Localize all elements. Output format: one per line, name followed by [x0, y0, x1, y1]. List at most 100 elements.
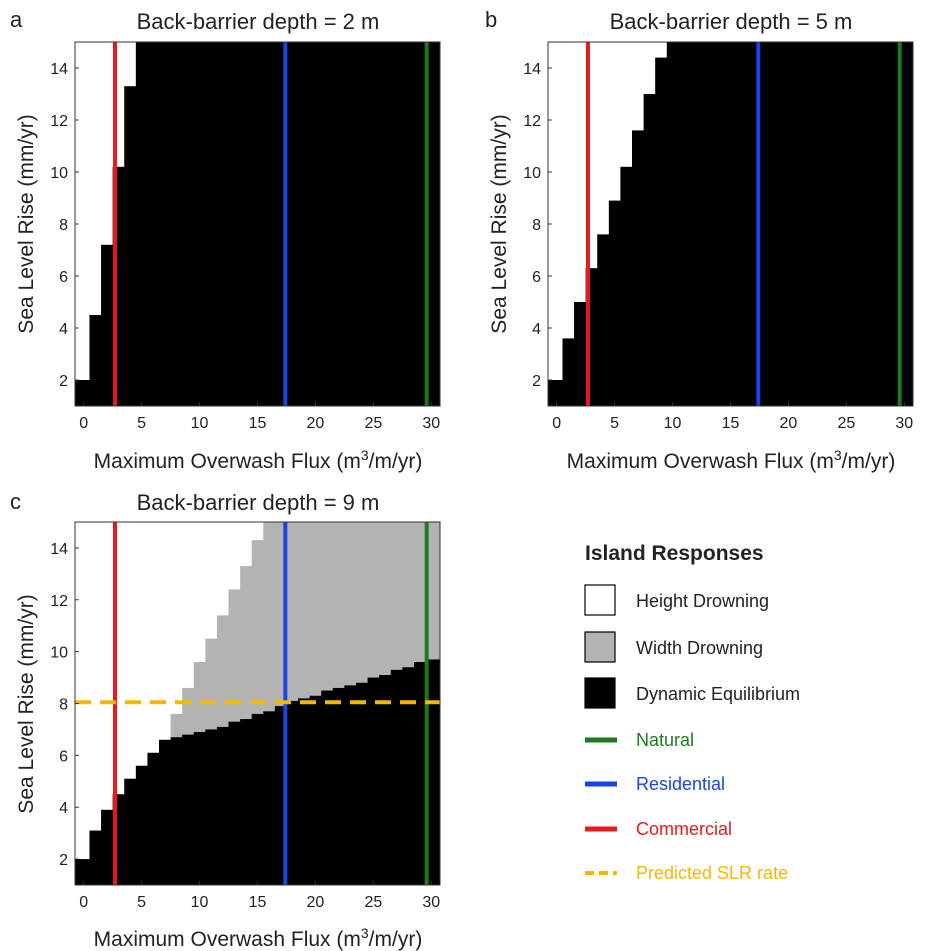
legend-item-commercial: Commercial	[585, 819, 732, 839]
y-axis-label-b: Sea Level Rise (mm/yr)	[488, 114, 511, 333]
legend-label: Height Drowning	[636, 591, 769, 611]
region-width-drowning	[425, 522, 441, 660]
legend-label: Commercial	[636, 819, 732, 839]
region-dynamic-equilibrium	[75, 380, 90, 406]
x-tick-label: 30	[422, 415, 440, 432]
legend-label: Predicted SLR rate	[636, 863, 788, 883]
region-dynamic-equilibrium	[135, 42, 148, 406]
legend: Island Responses Height Drowning Width Dr…	[584, 542, 800, 883]
region-dynamic-equilibrium	[309, 695, 322, 885]
panel-title-c: Back-barrier depth = 9 m	[137, 490, 380, 515]
region-width-drowning	[251, 540, 264, 714]
region-dynamic-equilibrium	[251, 713, 264, 885]
x-tick-label: 30	[895, 415, 913, 432]
y-axis-label-c: Sea Level Rise (mm/yr)	[15, 594, 38, 813]
legend-item-dynamic-equilibrium: Dynamic Equilibrium	[584, 677, 800, 709]
region-width-drowning	[170, 713, 183, 738]
region-dynamic-equilibrium	[240, 719, 253, 885]
panel-title-b: Back-barrier depth = 5 m	[610, 9, 853, 34]
region-dynamic-equilibrium	[124, 86, 137, 406]
y-tick-label: 12	[50, 113, 68, 130]
y-tick-label: 4	[59, 800, 68, 817]
region-width-drowning	[402, 522, 415, 668]
legend-item-predicted-slr-rate: Predicted SLR rate	[585, 863, 788, 883]
y-tick-label: 10	[523, 165, 541, 182]
region-dynamic-equilibrium	[170, 737, 183, 885]
legend-label: Dynamic Equilibrium	[636, 684, 800, 704]
legend-label: Width Drowning	[636, 638, 763, 658]
y-tick-label: 14	[50, 61, 68, 78]
x-tick-label: 15	[249, 415, 267, 432]
legend-item-natural: Natural	[585, 730, 694, 750]
region-dynamic-equilibrium	[390, 669, 403, 885]
region-width-drowning	[390, 522, 403, 670]
x-axis-label-a: Maximum Overwash Flux (m3/m/yr)	[94, 447, 423, 473]
x-tick-label: 0	[79, 415, 88, 432]
y-tick-label: 8	[59, 217, 68, 234]
region-dynamic-equilibrium	[89, 830, 102, 885]
legend-label: Natural	[636, 730, 694, 750]
region-dynamic-equilibrium	[193, 732, 206, 885]
y-tick-label: 4	[59, 321, 68, 338]
region-width-drowning	[332, 522, 345, 688]
region-dynamic-equilibrium	[548, 380, 563, 406]
panel-c: c Back-barrier depth = 9 m 0 5 10 15 20 25 30 2…	[10, 489, 441, 951]
region-dynamic-equilibrium	[344, 685, 357, 885]
panel-b: b Back-barrier depth = 5 m 0 5 10 15 20 25 30 2…	[485, 7, 914, 473]
x-tick-label: 20	[780, 415, 798, 432]
x-tick-label: 25	[364, 894, 382, 911]
x-axis-label-c: Maximum Overwash Flux (m3/m/yr)	[94, 925, 423, 951]
region-width-drowning	[263, 522, 276, 712]
region-dynamic-equilibrium	[159, 739, 172, 885]
legend-swatch	[584, 584, 616, 616]
legend-title: Island Responses	[585, 542, 764, 565]
y-tick-label: 6	[59, 748, 68, 765]
legend-items: Height Drowning Width Drowning Dynamic Equ…	[584, 584, 800, 883]
legend-swatch	[584, 677, 616, 709]
panel-letter-a: a	[10, 7, 23, 32]
region-width-drowning	[205, 638, 218, 730]
region-dynamic-equilibrium	[147, 42, 440, 406]
region-width-drowning	[309, 522, 322, 696]
region-dynamic-equilibrium	[298, 698, 311, 885]
region-dynamic-equilibrium	[147, 752, 160, 885]
region-width-drowning	[240, 566, 253, 720]
region-width-drowning	[344, 522, 357, 686]
x-tick-label: 5	[610, 415, 619, 432]
y-tick-label: 12	[50, 593, 68, 610]
region-dynamic-equilibrium	[425, 659, 441, 885]
y-tick-label: 10	[50, 165, 68, 182]
panel-letter-b: b	[485, 7, 497, 32]
y-tick-label: 4	[532, 321, 541, 338]
y-tick-label: 2	[59, 852, 68, 869]
region-dynamic-equilibrium	[286, 700, 299, 885]
x-tick-label: 5	[137, 415, 146, 432]
y-tick-label: 12	[523, 113, 541, 130]
x-axis-label-b: Maximum Overwash Flux (m3/m/yr)	[567, 447, 896, 473]
region-dynamic-equilibrium	[321, 690, 334, 885]
x-tick-label: 5	[137, 894, 146, 911]
region-dynamic-equilibrium	[263, 711, 276, 885]
region-width-drowning	[379, 522, 392, 675]
x-tick-label: 25	[837, 415, 855, 432]
x-tick-label: 15	[249, 894, 267, 911]
panel-letter-c: c	[10, 489, 21, 514]
region-dynamic-equilibrium	[332, 687, 345, 885]
y-tick-label: 10	[50, 645, 68, 662]
x-tick-label: 20	[307, 894, 325, 911]
y-tick-label: 14	[50, 541, 68, 558]
region-dynamic-equilibrium	[574, 302, 587, 406]
region-dynamic-equilibrium	[643, 94, 656, 406]
region-dynamic-equilibrium	[608, 200, 621, 406]
x-tick-label: 15	[722, 415, 740, 432]
region-dynamic-equilibrium	[75, 859, 90, 885]
y-tick-label: 6	[532, 269, 541, 286]
region-dynamic-equilibrium	[101, 244, 114, 406]
x-tick-label: 30	[422, 894, 440, 911]
legend-swatch	[584, 631, 616, 663]
region-dynamic-equilibrium	[620, 166, 633, 406]
x-tick-label: 0	[79, 894, 88, 911]
region-width-drowning	[193, 662, 206, 733]
legend-item-residential: Residential	[585, 774, 725, 794]
